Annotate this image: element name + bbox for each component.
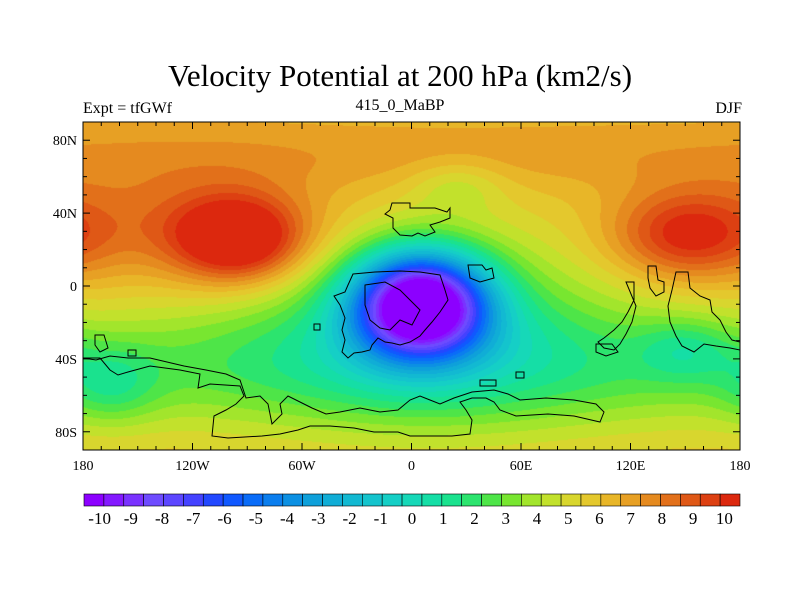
colorbar-swatch [719, 493, 741, 507]
colorbar-swatch [521, 493, 542, 507]
colorbar-label: 4 [533, 509, 542, 528]
colorbar-swatch [282, 493, 303, 507]
coastline-small-isle-3 [515, 371, 525, 379]
colorbar-swatch [660, 493, 681, 507]
colorbar-swatch [501, 493, 522, 507]
colorbar-label: -2 [342, 509, 356, 528]
colorbar-swatch [222, 493, 244, 507]
coastline-island-west [94, 334, 109, 353]
colorbar [83, 493, 741, 507]
colorbar-swatch [262, 493, 284, 507]
coastlines [83, 202, 740, 439]
velocity-potential-field [83, 122, 740, 450]
colorbar-label: 8 [658, 509, 667, 528]
colorbar-swatch [540, 493, 562, 507]
coastline-arabia [467, 264, 495, 283]
colorbar-label: -4 [280, 509, 295, 528]
coastline-antarctic-island [127, 349, 137, 357]
colorbar-swatch [242, 493, 264, 507]
colorbar-label: 9 [689, 509, 698, 528]
lat-tick-label: 40N [53, 207, 77, 222]
colorbar-label: 7 [626, 509, 635, 528]
colorbar-label: 5 [564, 509, 573, 528]
colorbar-swatch [143, 493, 164, 507]
colorbar-swatch [103, 493, 125, 507]
colorbar-label: -3 [311, 509, 325, 528]
colorbar-label: -7 [186, 509, 201, 528]
colorbar-swatch [202, 493, 224, 507]
colorbar-label: -5 [249, 509, 263, 528]
coastline-south-america-cape [83, 355, 605, 439]
lat-tick-label: 40S [55, 353, 77, 368]
colorbar-swatch [680, 493, 701, 507]
lon-tick-label: 120W [175, 459, 210, 474]
colorbar-swatch [699, 493, 721, 507]
colorbar-swatch [401, 493, 423, 507]
colorbar-label: 6 [595, 509, 604, 528]
colorbar-swatch [342, 493, 363, 507]
season-label: DJF [715, 100, 742, 117]
coastline-small-isle-2 [479, 379, 497, 387]
coastline-africa-inner [364, 281, 421, 331]
colorbar-label: 3 [501, 509, 510, 528]
coastline-asia-east [647, 265, 665, 297]
experiment-label: Expt = tfGWf [83, 100, 172, 117]
colorbar-swatch [481, 493, 502, 507]
coastline-africa [333, 270, 449, 359]
colorbar-swatch [163, 493, 184, 507]
colorbar-swatch [302, 493, 323, 507]
colorbar-swatch [183, 493, 204, 507]
colorbar-swatch [123, 493, 144, 507]
colorbar-label: -9 [124, 509, 138, 528]
coastline-australia [597, 281, 637, 351]
colorbar-label: -1 [374, 509, 388, 528]
colorbar-label: 1 [439, 509, 448, 528]
colorbar-swatch [381, 493, 403, 507]
coastline-sumatra [595, 343, 619, 357]
colorbar-label: -8 [155, 509, 169, 528]
case-label: 415_0_MaBP [355, 97, 445, 114]
lat-tick-label: 0 [70, 280, 77, 295]
colorbar-label: -6 [217, 509, 231, 528]
lon-tick-label: 180 [73, 459, 94, 474]
map-title: Velocity Potential at 200 hPa (km2/s) [167, 58, 633, 93]
colorbar-label: 0 [408, 509, 417, 528]
colorbar-swatch [362, 493, 383, 507]
colorbar-swatch [441, 493, 462, 507]
lon-tick-label: 0 [408, 459, 415, 474]
colorbar-swatch [83, 493, 105, 507]
lat-tick-label: 80N [53, 134, 77, 149]
colorbar-labels: -10 -9 -8 -7 -6 -5 -4 -3 -2 -1 0 1 2 3 4 5 6 7 8 9 10 [88, 509, 733, 528]
axis-ticks [82, 121, 741, 451]
colorbar-swatch [600, 493, 622, 507]
colorbar-label: 10 [716, 509, 733, 528]
colorbar-swatch [560, 493, 582, 507]
lon-tick-label: 180 [730, 459, 751, 474]
colorbar-label: -10 [88, 509, 111, 528]
colorbar-swatch [620, 493, 641, 507]
lon-tick-label: 120E [616, 459, 646, 474]
coastline-oceania [667, 271, 740, 353]
colorbar-label: 2 [470, 509, 479, 528]
axis-tick-labels: 180 120W 60W 0 60E 120E 180 80N 40N 0 40S 80S [53, 134, 751, 474]
colorbar-swatch [461, 493, 482, 507]
lon-tick-label: 60E [510, 459, 533, 474]
colorbar-swatch [640, 493, 661, 507]
colorbar-swatch [322, 493, 343, 507]
coastline-small-isle [313, 323, 321, 331]
colorbar-swatch [421, 493, 443, 507]
lat-tick-label: 80S [55, 426, 77, 441]
coastline-europe [384, 202, 451, 237]
lon-tick-label: 60W [288, 459, 316, 474]
colorbar-swatch [580, 493, 602, 507]
